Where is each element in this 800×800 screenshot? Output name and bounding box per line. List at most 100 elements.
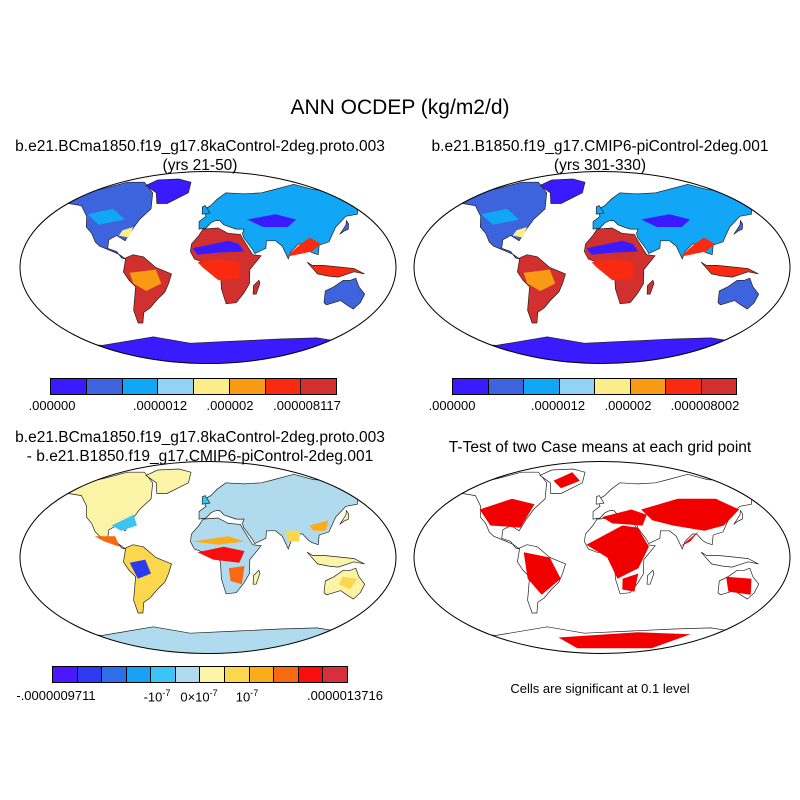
colorbar-swatch [274, 667, 299, 682]
colorbar-swatch [701, 379, 736, 394]
significant-cells [523, 552, 561, 595]
significant-cells [622, 573, 639, 592]
colorbar-swatch [102, 667, 127, 682]
value-patch [591, 259, 634, 281]
value-patch [284, 530, 301, 542]
colorbar-swatch [524, 379, 560, 394]
colorbar-swatch [194, 379, 230, 394]
panel-3-title: b.e21.BCma1850.f19_g17.8kaControl-2deg.p… [0, 428, 400, 466]
landmass-indonesia [306, 261, 365, 278]
colorbar-label: 0×10-7 [180, 688, 218, 705]
colorbar-panel-2 [452, 378, 737, 395]
landmass-japan [733, 509, 743, 525]
value-patch [523, 269, 556, 291]
significance-note: Cells are significant at 0.1 level [510, 681, 690, 696]
value-patch [192, 536, 245, 545]
value-patch [111, 514, 137, 531]
landmass-antarctica [46, 626, 368, 654]
significant-cells [586, 525, 649, 579]
landmass-nz [370, 304, 387, 317]
significant-cells [558, 632, 691, 649]
colorbar-swatch [126, 667, 152, 682]
colorbar-label: .000000 [428, 398, 476, 413]
landmass-indonesia [306, 551, 365, 568]
map-panel-4 [413, 461, 791, 654]
panel-3-title-line2: - b.e21.B1850.f19_g17.CMIP6-piControl-2d… [26, 448, 374, 465]
landmass-nz [764, 304, 781, 317]
landmass-uk [201, 205, 211, 215]
landmass-antarctica [440, 336, 762, 364]
value-patch [118, 227, 134, 238]
landmass-greenland [145, 468, 192, 494]
colorbar-label: .0000013716 [307, 688, 383, 703]
colorbar-label: .000002 [604, 398, 652, 413]
landmass-samerica [123, 544, 172, 614]
significant-cells [479, 498, 535, 528]
colorbar-panel-3 [52, 666, 348, 683]
colorbar-swatch [323, 667, 347, 682]
landmass-greenland [539, 178, 586, 204]
value-patch [192, 240, 245, 255]
colorbar-swatch [265, 379, 302, 394]
colorbar-label: -10-7 [143, 688, 171, 705]
colorbar-swatch [122, 379, 159, 394]
significant-cells [602, 509, 647, 526]
colorbar-swatch [53, 667, 78, 682]
colorbar-swatch [298, 667, 324, 682]
value-patch [247, 214, 297, 227]
map-panel-1 [19, 171, 397, 364]
landmass-japan [733, 219, 743, 235]
landmass-madagascar [646, 279, 655, 295]
colorbar-panel-1 [50, 378, 337, 395]
panel-1-title-line2: (yrs 21-50) [162, 157, 238, 174]
colorbar-swatch [225, 667, 250, 682]
map-border [413, 171, 791, 364]
value-patch [129, 559, 151, 579]
colorbar-swatch [229, 379, 266, 394]
panel-1-title-line1: b.e21.BCma1850.f19_g17.8kaControl-2deg.p… [15, 138, 385, 155]
colorbar-swatch [595, 379, 631, 394]
value-patch [586, 240, 639, 255]
value-patch [197, 546, 245, 563]
value-patch [641, 214, 691, 227]
landmass-australia [323, 277, 366, 310]
colorbar-swatch [51, 379, 87, 394]
colorbar-swatch [200, 667, 226, 682]
landmass-uk [201, 495, 211, 505]
landmass-nz [764, 594, 781, 607]
value-patch [481, 208, 519, 225]
colorbar-label: .0000012 [530, 398, 586, 413]
value-patch [309, 520, 329, 531]
colorbar-swatch [666, 379, 702, 394]
landmass-eurasia [198, 473, 373, 550]
significant-cells [726, 576, 752, 595]
landmass-madagascar [252, 279, 261, 295]
colorbar-label: .000008002 [670, 398, 740, 413]
panel-2-title-line1: b.e21.B1850.f19_g17.CMIP6-piControl-2deg… [431, 138, 769, 155]
value-patch [87, 208, 125, 225]
landmass-nz [370, 594, 387, 607]
colorbar-swatch [158, 379, 194, 394]
landmass-indonesia [700, 261, 759, 278]
colorbar-swatch [175, 667, 201, 682]
panel-4-title-line1: T-Test of two Case means at each grid po… [448, 439, 752, 456]
panel-3-title-line1: b.e21.BCma1850.f19_g17.8kaControl-2deg.p… [15, 429, 385, 446]
significant-cells [641, 498, 740, 531]
map-border [19, 171, 397, 364]
map-border [413, 461, 791, 654]
landmass-antarctica [46, 336, 368, 364]
significant-cells [553, 472, 580, 489]
landmass-uk [595, 495, 605, 505]
panel-4-title: T-Test of two Case means at each grid po… [400, 438, 800, 457]
colorbar-label: .0000012 [132, 398, 188, 413]
colorbar-swatch [249, 667, 275, 682]
colorbar-label: .000002 [206, 398, 254, 413]
value-patch [228, 566, 245, 585]
landmass-uk [595, 205, 605, 215]
colorbar-swatch [86, 379, 123, 394]
landmass-indonesia [700, 551, 759, 568]
landmass-greenland [145, 178, 192, 204]
map-panel-2 [413, 171, 791, 364]
value-patch [197, 259, 240, 281]
value-patch [680, 237, 716, 257]
